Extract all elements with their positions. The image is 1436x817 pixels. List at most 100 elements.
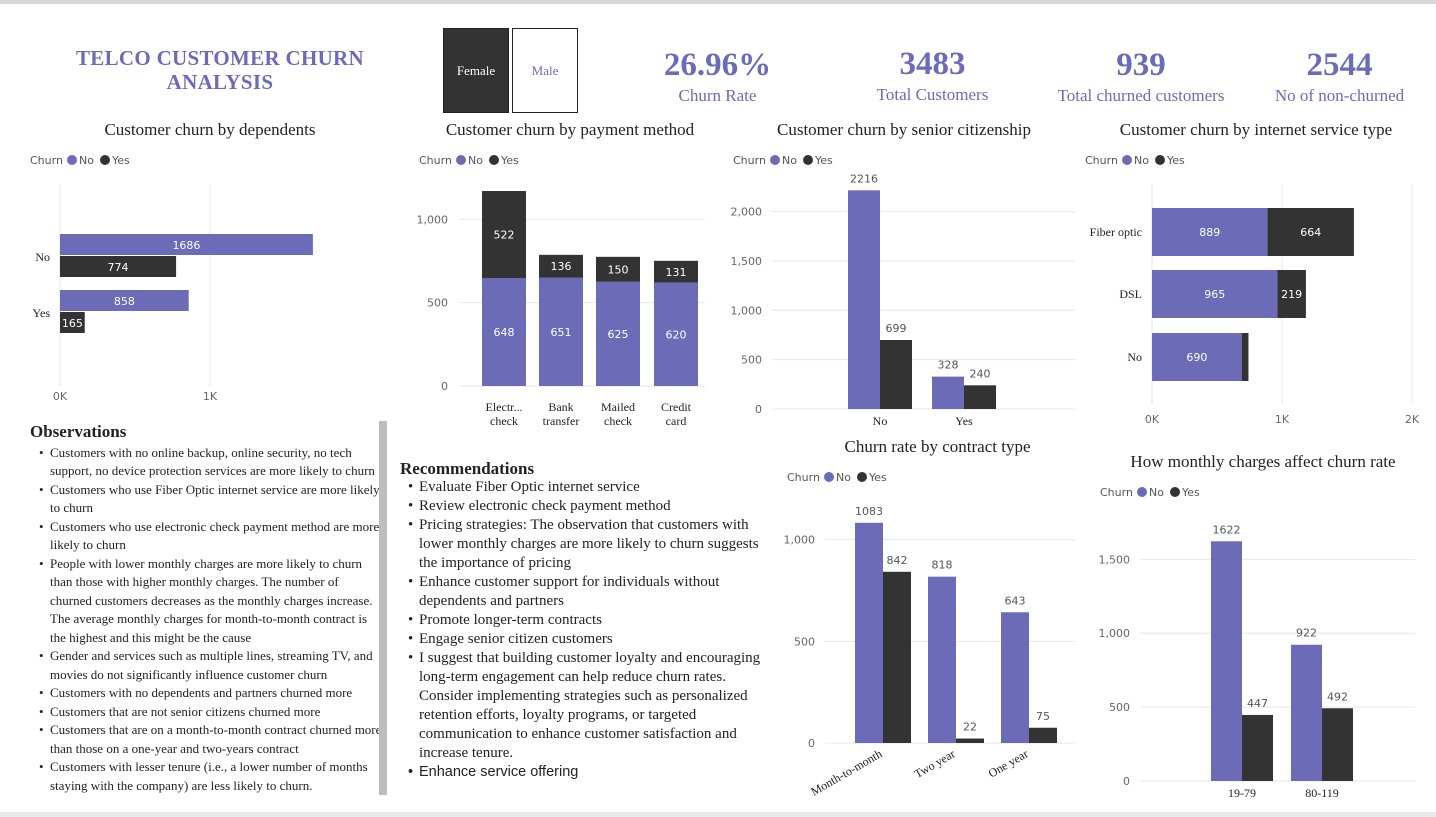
legend-no-label: No [468,154,483,167]
recommendation-item: Evaluate Fiber Optic internet service [408,478,780,497]
y-tick-label: 1,500 [1099,553,1131,566]
bar-label: 1083 [855,505,883,518]
observation-item: Customers with no online backup, online … [39,444,382,481]
kpi-total-customers: 3483 Total Customers [850,45,1015,105]
category-label: No [35,250,50,264]
chart-title-dependents: Customer churn by dependents [104,120,316,139]
y-tick-label: 0 [1123,775,1130,788]
bar-no [1291,644,1322,781]
bar-label: 150 [608,263,629,276]
chart-title-senior: Customer churn by senior citizenship [776,120,1031,139]
chart-title-monthly: How monthly charges affect churn rate [1130,452,1396,471]
y-tick-label: 0 [755,403,762,416]
bar-no [1152,333,1242,381]
bar-no [539,277,583,386]
recommendation-item: Enhance customer support for individuals… [408,573,780,611]
legend-yes-label: Yes [1166,154,1185,167]
bar-label: 328 [938,359,959,372]
category-label: Two year [912,746,958,781]
observations-panel: Observations Customers with no online ba… [30,422,382,795]
x-tick-label: 2K [1405,413,1420,426]
bar-label: 625 [608,328,629,341]
legend-yes-label: Yes [500,154,519,167]
bar-no [1152,208,1268,256]
observations-scrollbar[interactable] [379,421,387,795]
observation-item: Customers that are on a month-to-month c… [39,721,382,758]
legend-yes-label: Yes [111,154,130,167]
recommendations-panel: Recommendations Evaluate Fiber Optic int… [400,459,780,782]
bar-yes [883,571,911,743]
bar-yes [60,312,85,333]
category-label: card [666,414,687,428]
bar-yes [964,385,996,409]
legend-yes-swatch [489,155,499,165]
bar-label: 818 [932,559,953,572]
legend-yes-swatch [1170,487,1180,497]
y-tick-label: 0 [441,380,448,393]
recommendation-item: I suggest that building customer loyalty… [408,649,780,763]
bar-label: 219 [1281,288,1302,301]
bar-label: 774 [108,261,129,274]
y-tick-label: 1,000 [417,213,449,226]
bar-label: 522 [494,229,515,242]
bar-label: 922 [1296,627,1317,640]
recommendation-item: Promote longer-term contracts [408,611,780,630]
bar-label: 22 [963,721,977,734]
category-label: DSL [1119,287,1142,301]
observation-item: Customers who use electronic check payme… [39,518,382,555]
bar-yes [1029,727,1057,743]
y-tick-label: 500 [1109,701,1130,714]
category-label: Yes [955,414,973,428]
category-label: 80-119 [1305,786,1339,800]
bar-yes [596,256,640,282]
dashboard-title: TELCO CUSTOMER CHURN ANALYSIS [76,46,364,94]
kpi-total-churned: 939 Total churned customers [1040,46,1242,106]
kpi-value: 3483 [899,46,966,82]
bar-label: 620 [666,328,687,341]
gender-slicer-male[interactable]: Male [512,28,578,113]
category-label: No [1127,350,1142,364]
chart-title-internet: Customer churn by internet service type [1119,120,1393,139]
legend-no-swatch [824,472,834,482]
legend-yes-label: Yes [814,154,833,167]
recommendations-list: Evaluate Fiber Optic internet serviceRev… [400,478,780,782]
kpi-label: No of non-churned [1274,86,1405,105]
bar-label: 842 [887,554,908,567]
bar-no [1152,270,1278,318]
legend-no-swatch [456,155,466,165]
bar-no [928,576,956,743]
x-tick-label: 1K [1275,413,1290,426]
bar-label: 492 [1327,690,1348,703]
y-tick-label: 500 [741,354,762,367]
category-label: No [873,414,888,428]
bar-no [60,290,189,311]
bar-no [482,278,526,386]
legend-yes-swatch [803,155,813,165]
bar-label: 75 [1036,710,1050,723]
category-label: 19-79 [1228,786,1256,800]
bar-label: 447 [1247,697,1268,710]
legend-yes-swatch [857,472,867,482]
kpi-value: 939 [1116,47,1166,83]
category-label: Fiber optic [1090,225,1142,239]
kpi-label: Churn Rate [678,86,757,105]
bar-label: 136 [551,260,572,273]
legend-title: Churn [1100,486,1133,499]
bar-yes [539,254,583,278]
legend-no-swatch [1137,487,1147,497]
bar-label: 1622 [1213,523,1241,536]
observations-heading: Observations [30,422,127,441]
recommendations-heading: Recommendations [400,459,535,478]
bar-yes [1322,708,1353,781]
bar-label: 240 [970,367,991,380]
chart-title-contract: Churn rate by contract type [844,437,1031,456]
bar-label: 1686 [172,239,200,252]
y-tick-label: 1,000 [1099,627,1131,640]
legend-title: Churn [787,471,820,484]
bar-no [848,190,880,409]
gender-slicer-female[interactable]: Female [443,28,509,113]
y-tick-label: 500 [427,297,448,310]
observation-item: Customers who use Fiber Optic internet s… [39,481,382,518]
bar-label: 858 [114,295,135,308]
